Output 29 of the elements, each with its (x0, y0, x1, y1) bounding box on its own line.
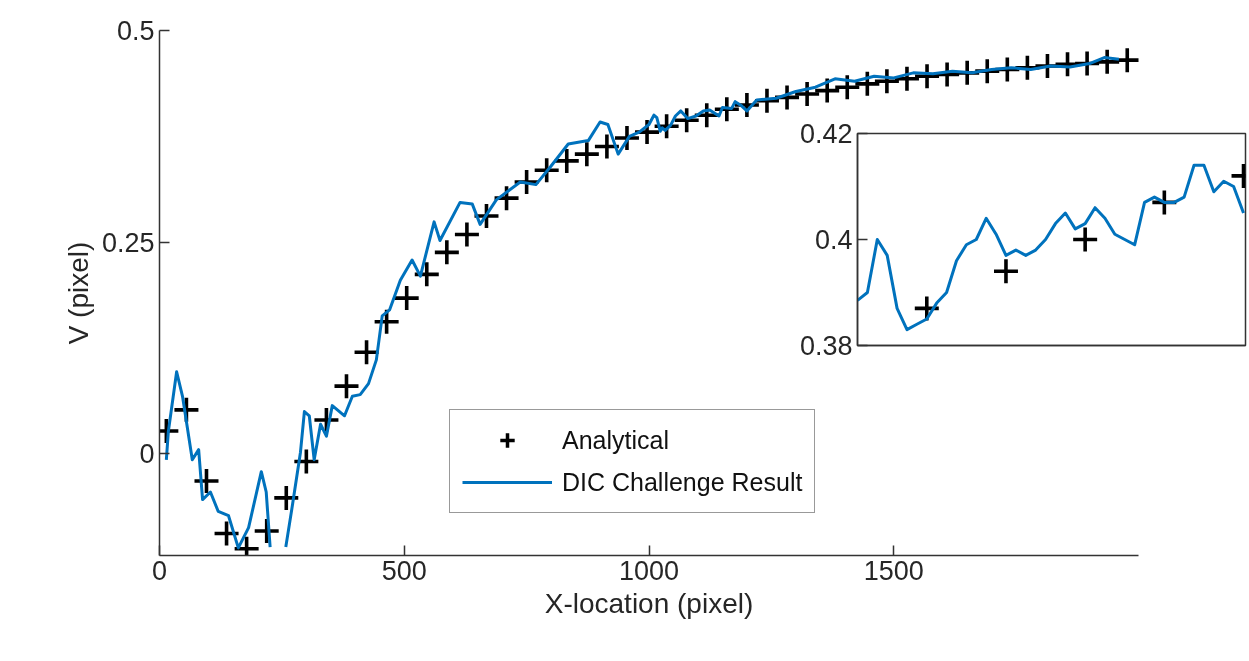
point (594, 134, 619, 159)
point (1115, 48, 1139, 73)
legend-label: Analytical (562, 425, 669, 455)
point (835, 75, 860, 100)
point (394, 286, 419, 311)
legend-label: DIC Challenge Result (562, 467, 803, 497)
point (434, 240, 459, 265)
point (354, 340, 379, 365)
y-tick-label: 0.5 (116, 16, 155, 46)
point (194, 468, 219, 493)
y-tick-label: 0 (139, 439, 155, 470)
x-tick-label: 500 (381, 555, 427, 586)
y-tick-label: 0.25 (101, 227, 155, 258)
point (795, 82, 820, 107)
y-tick-label: 0.38 (799, 331, 853, 361)
point (334, 374, 359, 399)
point (274, 485, 299, 510)
point (993, 259, 1018, 284)
point (454, 222, 479, 247)
point (554, 148, 579, 173)
y-tick-label: 0.42 (799, 119, 853, 149)
y-tick-label: 0.4 (814, 225, 853, 255)
y-axis-title: V (pixel) (62, 241, 94, 345)
x-axis-title: X-location (pixel) (544, 587, 754, 619)
point (574, 142, 599, 167)
line-series (857, 163, 1246, 332)
x-tick-label: 1500 (863, 555, 924, 586)
x-tick-label: 1000 (618, 555, 680, 586)
point (1073, 227, 1098, 252)
